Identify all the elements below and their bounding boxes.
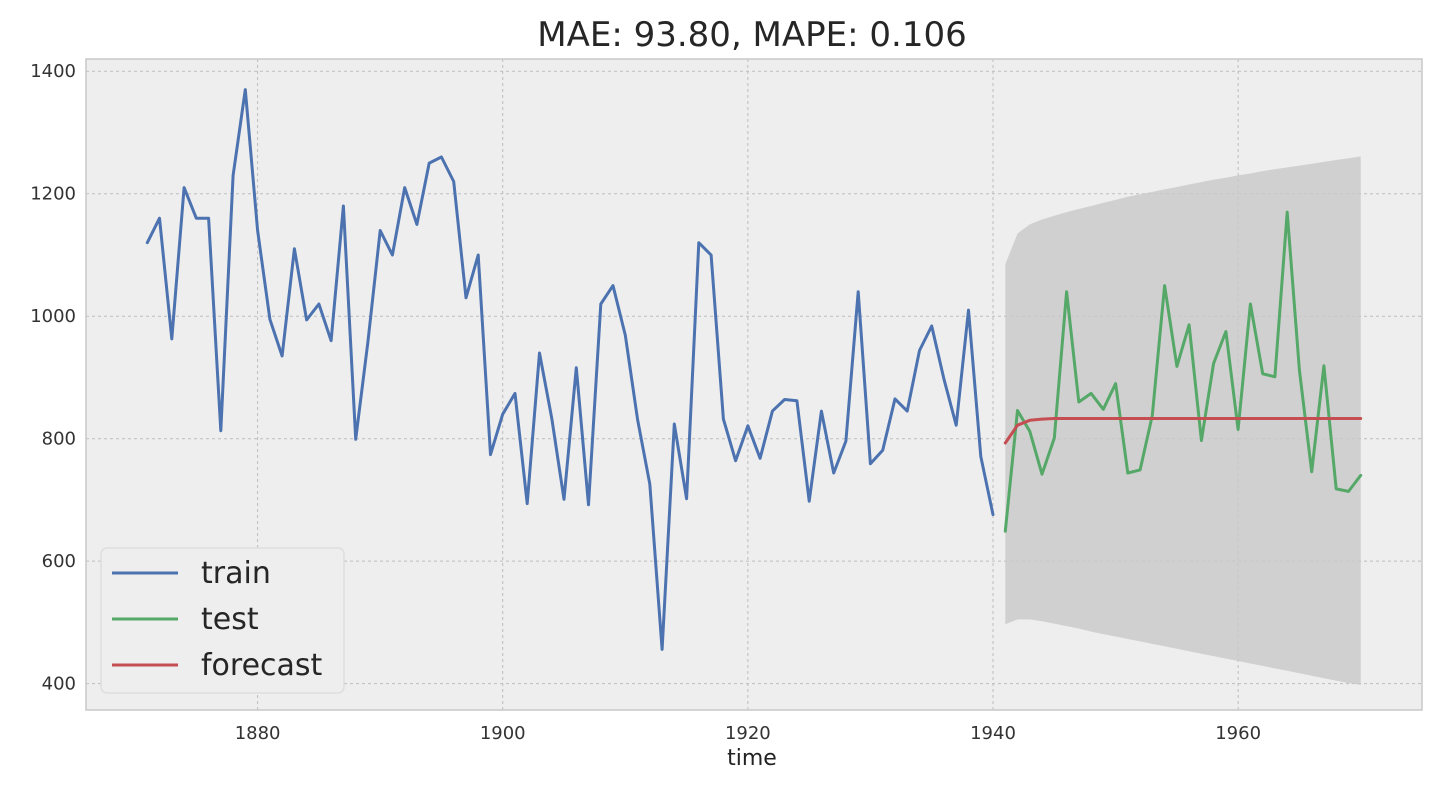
confidence-band-layer bbox=[1005, 156, 1361, 685]
legend-label-forecast: forecast bbox=[201, 648, 323, 683]
x-tick-labels: 1880 1900 1920 1940 1960 bbox=[235, 723, 1261, 744]
series-layer bbox=[145, 88, 1363, 651]
series-line-test bbox=[1003, 210, 1363, 533]
x-tick-label: 1880 bbox=[235, 723, 281, 744]
x-tick-label: 1920 bbox=[725, 723, 771, 744]
legend: train test forecast bbox=[100, 547, 345, 694]
x-tick-label: 1940 bbox=[970, 723, 1016, 744]
plot-border bbox=[85, 58, 1423, 711]
y-tick-label: 400 bbox=[42, 674, 76, 695]
series-line-forecast bbox=[1003, 417, 1363, 445]
legend-box bbox=[100, 547, 345, 694]
y-tick-label: 1200 bbox=[30, 184, 76, 205]
x-tick-label: 1900 bbox=[480, 723, 526, 744]
x-tick-label: 1960 bbox=[1215, 723, 1261, 744]
legend-label-test: test bbox=[201, 602, 259, 637]
y-tick-label: 1000 bbox=[30, 306, 76, 327]
legend-label-train: train bbox=[201, 556, 271, 591]
x-axis-label: time bbox=[727, 746, 777, 771]
y-tick-label: 1400 bbox=[30, 61, 76, 82]
y-tick-labels: 400 600 800 1000 1200 1400 bbox=[30, 61, 76, 694]
series-line-train bbox=[145, 88, 995, 651]
confidence-band bbox=[1005, 156, 1361, 685]
y-tick-label: 600 bbox=[42, 551, 76, 572]
chart-title: MAE: 93.80, MAPE: 0.106 bbox=[537, 15, 966, 55]
y-tick-label: 800 bbox=[42, 429, 76, 450]
